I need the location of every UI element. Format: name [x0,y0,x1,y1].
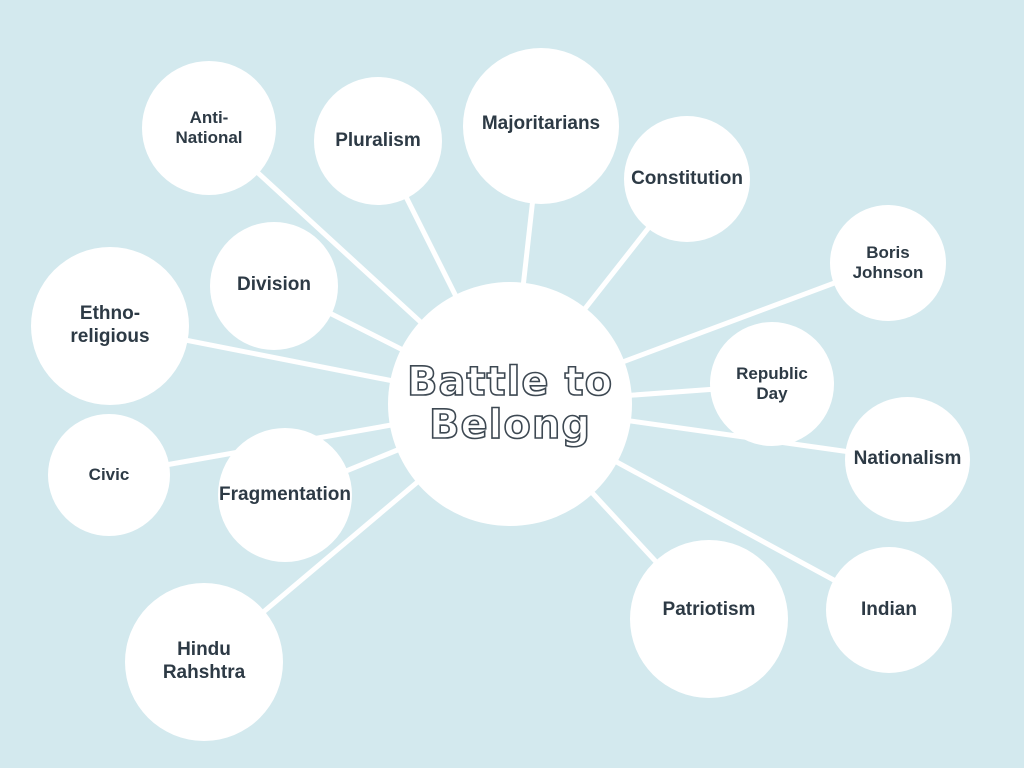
node-label-ethno-religious: Ethno- religious [70,303,150,347]
node-pluralism: Pluralism [314,77,442,205]
node-label-constitution: Constitution [631,167,743,189]
node-label-civic: Civic [88,464,130,484]
node-label-majoritarians: Majoritarians [481,112,601,134]
node-label-fragmentation: Fragmentation [219,483,351,505]
node-fragmentation: Fragmentation [218,428,352,562]
node-indian: Indian [826,547,952,673]
node-label-indian: Indian [861,598,917,620]
node-label-republic-day: Republic Day [736,363,808,403]
node-ethno-religious: Ethno- religious [31,247,189,405]
node-patriotism: Patriotism [630,540,788,698]
node-constitution: Constitution [624,116,750,242]
node-anti-national: Anti- National [142,61,276,195]
node-label-nationalism: Nationalism [853,448,962,470]
node-label-hindu-rahshtra: Hindu Rahshtra [162,639,246,683]
node-boris-johnson: Boris Johnson [830,205,946,321]
node-division: Division [210,222,338,350]
node-civic: Civic [48,414,170,536]
node-label-pluralism: Pluralism [335,129,421,151]
node-majoritarians: Majoritarians [463,48,619,204]
node-nationalism: Nationalism [845,397,970,522]
node-hindu-rahshtra: Hindu Rahshtra [125,583,283,741]
center-title: Battle to Belong [406,358,614,448]
node-label-patriotism: Patriotism [662,598,756,620]
node-label-anti-national: Anti- National [175,107,243,147]
node-republic-day: Republic Day [710,322,834,446]
node-label-boris-johnson: Boris Johnson [852,242,924,282]
node-label-division: Division [237,273,311,295]
center-node: Battle to Belong [388,282,632,526]
